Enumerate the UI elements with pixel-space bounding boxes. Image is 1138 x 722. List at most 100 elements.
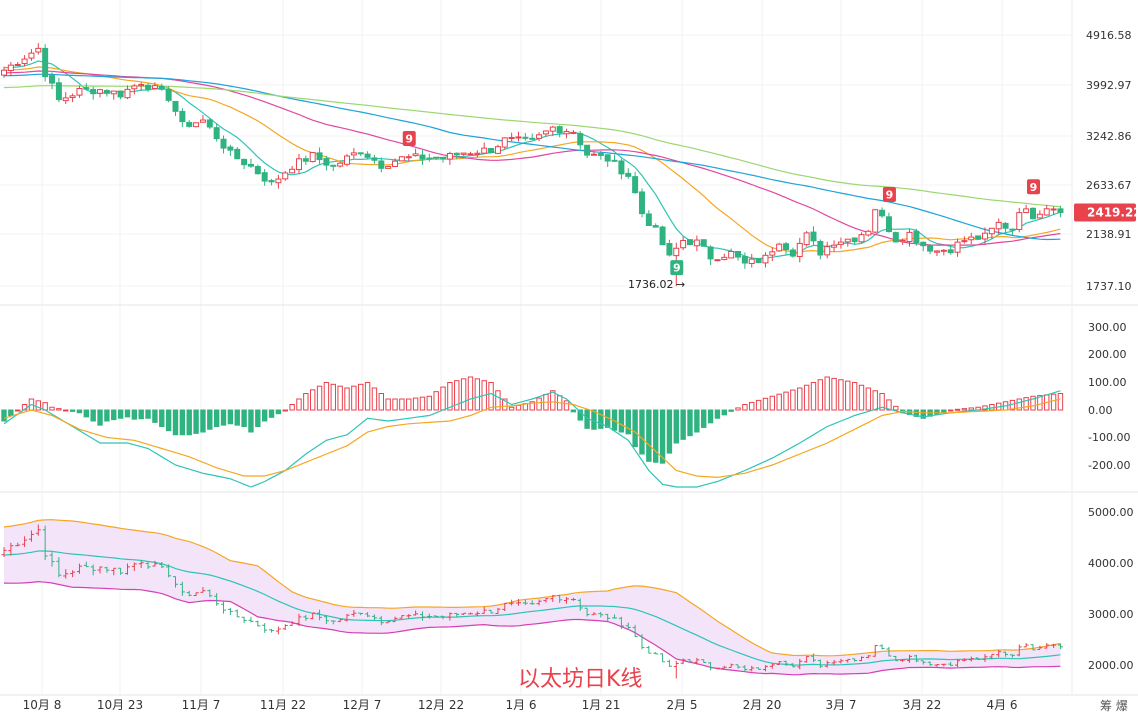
macd-histogram-bar <box>721 409 727 416</box>
date-tick-label: 10月 8 <box>23 698 62 712</box>
td-sequential-markers: 9 9 9 9 <box>402 131 1040 276</box>
macd-histogram-bar <box>694 409 700 433</box>
candle-body <box>872 209 879 233</box>
candle-body <box>282 172 289 180</box>
candle-body <box>824 246 831 256</box>
macd-histogram-bar <box>303 393 309 411</box>
macd-histogram-bar <box>344 387 350 411</box>
macd-histogram-bar <box>399 398 405 411</box>
date-tick-label: 12月 22 <box>418 698 464 712</box>
candle-body <box>295 158 302 171</box>
candle-body <box>14 64 21 67</box>
candle-body <box>172 101 179 112</box>
td-nine-marker <box>882 187 896 203</box>
macd-histogram-bar <box>783 391 789 411</box>
bollinger-band-line <box>3 580 1061 676</box>
candle-body <box>762 254 769 264</box>
candle-body <box>289 168 296 174</box>
candle-body <box>220 138 227 149</box>
macd-histogram-bar <box>248 409 254 433</box>
macd-histogram-bar <box>412 397 419 411</box>
candle-body <box>981 232 988 240</box>
macd-histogram-bar <box>97 409 103 426</box>
macd-axis-tick: 300.00 <box>1088 321 1127 334</box>
macd-histogram-bar <box>797 387 803 411</box>
macd-histogram-bar <box>570 409 577 413</box>
candle-body <box>474 152 481 155</box>
macd-histogram-bar <box>968 407 974 411</box>
moving-average-line <box>3 70 1061 246</box>
candle-body <box>440 157 447 160</box>
candle-body <box>501 137 508 148</box>
macd-histogram-bar <box>961 408 968 411</box>
macd-histogram-bar <box>8 409 14 416</box>
candle-body <box>515 136 522 139</box>
last-price-tag: 2419.22 <box>1074 203 1138 222</box>
macd-histogram-bar <box>653 409 659 463</box>
candle-body <box>913 230 920 244</box>
candle-body <box>721 256 728 261</box>
macd-histogram-bar <box>563 400 570 411</box>
boll-axis-tick: 3000.00 <box>1088 608 1134 621</box>
candle-body <box>570 131 577 134</box>
macd-histogram-bar <box>982 405 988 411</box>
candle-body <box>131 85 138 90</box>
low-price-label: 1736.02 <box>628 278 674 291</box>
candle-body <box>584 144 591 156</box>
candle-body <box>481 147 488 154</box>
candle-body <box>158 85 165 90</box>
candle-body <box>55 82 62 101</box>
macd-histogram-bar <box>419 396 426 411</box>
candle-body <box>707 246 714 260</box>
macd-histogram-bar <box>817 379 824 411</box>
candle-body <box>837 241 844 245</box>
candle-body <box>35 47 42 53</box>
macd-histogram-bar <box>358 383 364 411</box>
candle-body <box>419 154 426 160</box>
macd-histogram-bar <box>104 409 110 422</box>
candle-body <box>268 180 275 183</box>
date-tick-label: 10月 23 <box>97 698 143 712</box>
x-axis-date-labels: 10月 8 10月 23 11月 7 11月 22 12月 7 12月 22 1月 6 1月 … <box>23 698 1018 712</box>
candle-body <box>398 156 405 162</box>
macd-histogram-bar <box>495 390 501 411</box>
macd-histogram-bar <box>680 409 686 440</box>
boll-axis-tick: 4000.00 <box>1088 557 1134 570</box>
candle-body <box>947 249 954 254</box>
candle-body <box>995 221 1002 230</box>
macd-histogram-bar <box>632 409 638 448</box>
macd-histogram-bar <box>845 380 851 411</box>
macd-histogram-bar <box>316 385 323 411</box>
macd-histogram-bar <box>879 393 885 411</box>
macd-histogram-bar <box>234 409 240 426</box>
macd-histogram-bar <box>310 389 316 411</box>
candle-body <box>234 148 241 160</box>
candle-body <box>227 146 234 151</box>
price-axis-tick: 1737.10 <box>1086 280 1132 293</box>
macd-histogram-bar <box>529 401 535 411</box>
candle-body <box>954 241 961 253</box>
moving-average-line <box>3 85 1061 208</box>
date-tick-label: 11月 22 <box>260 698 306 712</box>
candle-body <box>7 64 14 72</box>
macd-histogram-bar <box>49 406 55 411</box>
macd-histogram-bar <box>728 409 734 412</box>
candle-body <box>673 247 680 257</box>
macd-histogram-bar <box>282 409 288 412</box>
candle-body <box>337 162 344 167</box>
macd-axis-tick: -200.00 <box>1088 459 1130 472</box>
date-tick-label: 1月 6 <box>505 698 536 712</box>
candle-body <box>728 250 735 259</box>
macd-histogram-bar <box>515 404 522 411</box>
candle-body <box>920 241 927 247</box>
low-price-arrow: → <box>676 278 685 291</box>
candle-body <box>124 88 131 99</box>
candle-body <box>687 239 693 246</box>
candle-body <box>735 250 742 258</box>
macd-histogram-bar <box>90 409 96 422</box>
macd-histogram-bar <box>56 408 62 411</box>
macd-histogram-bar <box>893 405 899 411</box>
macd-histogram-bar <box>63 409 69 412</box>
td-nine-label: 9 <box>673 262 681 275</box>
candle-body <box>803 232 810 246</box>
